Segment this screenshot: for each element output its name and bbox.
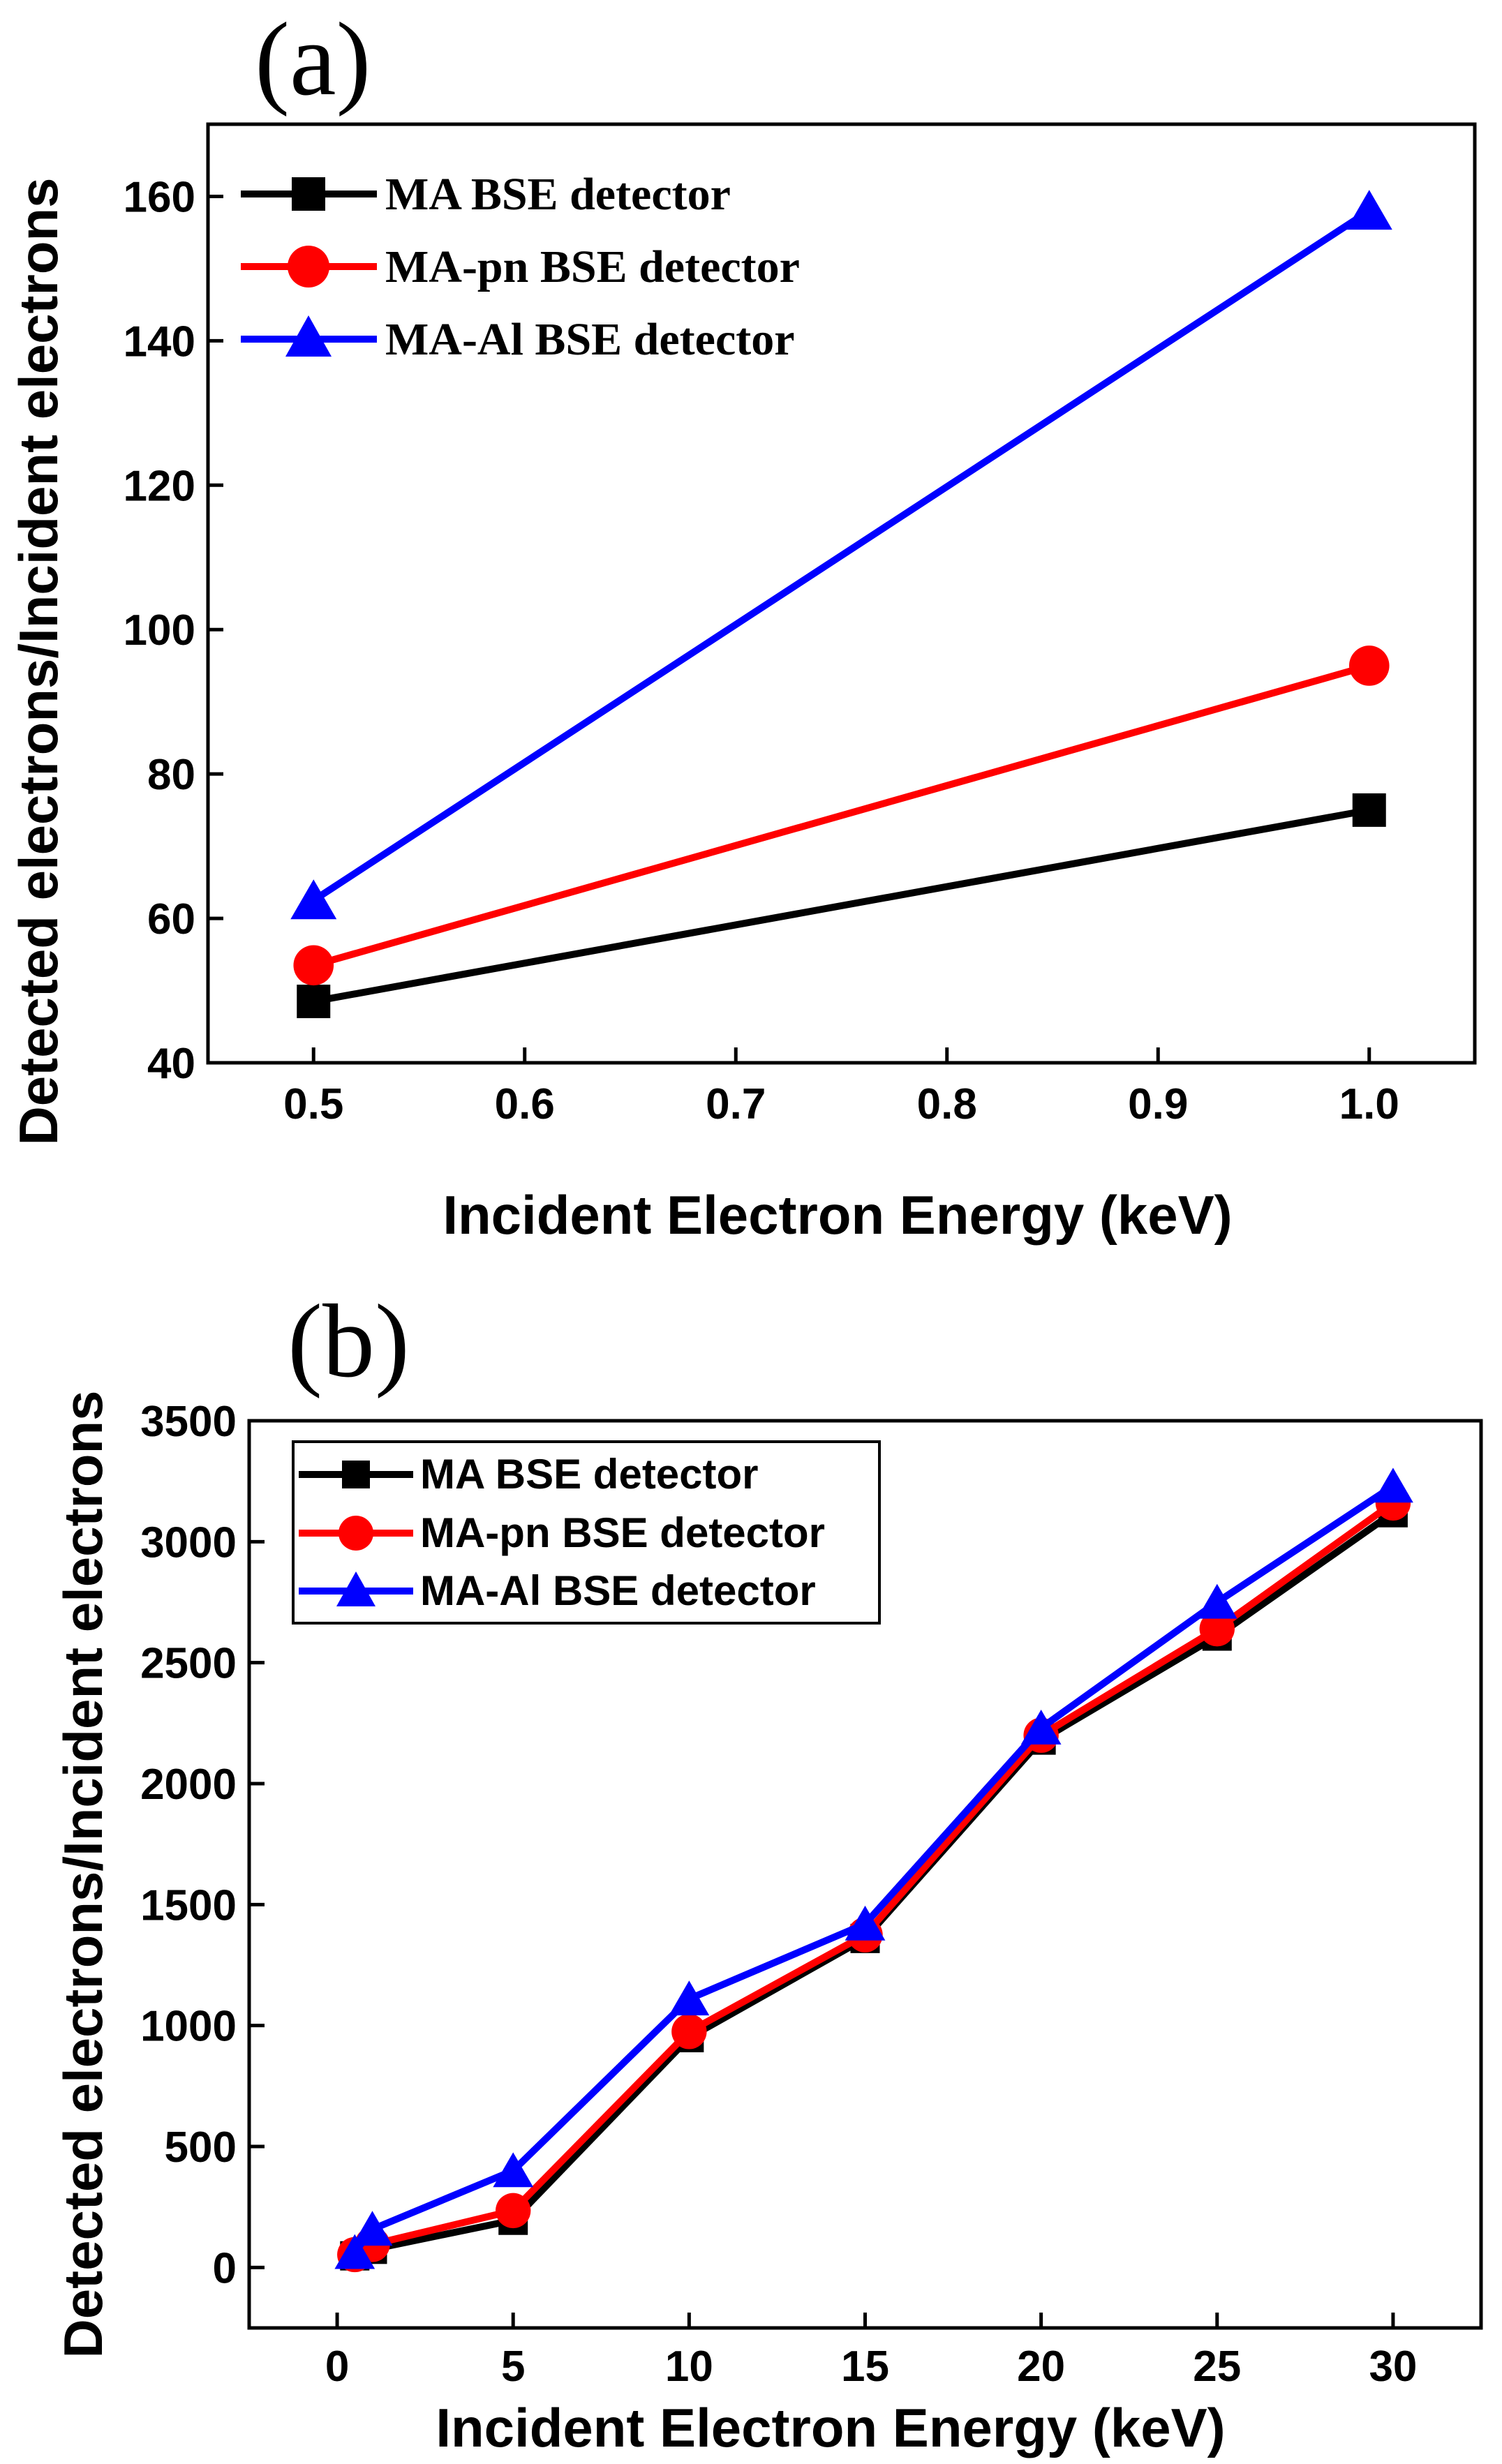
legend-a-marker-2 [285,315,332,357]
data-point [1020,1710,1062,1745]
x-ticks-b: 0 5 10 15 20 25 30 [325,2313,1417,2391]
y-tick-label: 40 [147,1040,195,1088]
y-axis-title-a: Detected electrons/Incident electrons [8,177,69,1145]
x-tick-label: 10 [665,2343,713,2391]
y-tick-label: 3000 [140,1518,237,1567]
data-point [1348,645,1390,686]
legend-b-item-1: MA-pn BSE detector [299,1509,825,1556]
y-tick-label: 140 [124,318,195,366]
legend-a: MA BSE detector MA-pn BSE detector MA-Al… [241,169,800,365]
y-tick-label: 120 [124,462,195,510]
data-point [496,2193,531,2229]
x-tick-label: 25 [1193,2343,1241,2391]
y-tick-label: 500 [165,2123,237,2172]
legend-a-item-1: MA-pn BSE detector [241,241,800,292]
y-tick-label: 2500 [140,1640,237,1688]
y-tick-label: 0 [213,2244,237,2292]
data-point [352,2211,393,2246]
x-axis-title-a: Incident Electron Energy (keV) [443,1184,1232,1246]
legend-b: MA BSE detector MA-pn BSE detector MA-Al… [292,1440,881,1625]
data-point [1199,1611,1235,1647]
data-point [290,879,337,920]
series-ma-bse-detector [297,793,1386,1019]
series-ma-al-bse-detector [334,1468,1413,2269]
chart-panel-b: (b) 0 5 10 15 20 25 30 0 500 1000 1500 2000 2500 300… [52,1283,1483,2458]
chart-panel-a: (a) 0.5 0.6 0.7 0.8 0.9 1.0 40 60 80 100 120 140 16… [8,1,1477,1246]
data-point [293,945,334,986]
data-point [334,2234,376,2269]
x-tick-label: 20 [1017,2343,1065,2391]
series-ma-pn-bse-detector [293,645,1390,986]
y-tick-label: 1000 [140,2003,237,2051]
data-point [1346,190,1392,230]
legend-b-marker-0 [342,1461,370,1488]
x-tick-label: 0.6 [495,1080,555,1128]
data-point [493,2152,534,2188]
legend-a-marker-1 [288,246,329,288]
x-tick-label: 0.9 [1128,1080,1188,1128]
y-tick-label: 80 [147,751,195,799]
x-tick-label: 0.8 [917,1080,977,1128]
legend-a-label-1: MA-pn BSE detector [385,241,800,292]
x-tick-label: 1.0 [1339,1080,1399,1128]
legend-b-label-1: MA-pn BSE detector [420,1509,825,1556]
y-ticks-a: 40 60 80 100 120 140 160 [124,173,223,1088]
y-tick-label: 100 [124,606,195,655]
x-tick-label: 15 [841,2343,889,2391]
legend-b-item-0: MA BSE detector [299,1451,759,1498]
data-point [297,985,331,1019]
legend-b-marker-1 [339,1516,373,1551]
data-point [1373,1468,1413,1503]
series-line [312,662,1371,969]
y-tick-label: 3500 [140,1398,237,1446]
y-tick-label: 160 [124,173,195,221]
legend-b-label-2: MA-Al BSE detector [420,1567,816,1614]
series-a [290,190,1392,1019]
x-axis-title-b: Incident Electron Energy (keV) [436,2397,1225,2458]
data-point [669,1980,710,2016]
data-point [1196,1583,1237,1619]
x-tick-label: 0.5 [283,1080,343,1128]
y-ticks-b: 0 500 1000 1500 2000 2500 3000 3500 [140,1398,265,2292]
series-line [313,806,1370,1005]
data-point [671,2014,707,2049]
y-axis-title-b: Detected electrons/Incident electrons [52,1390,114,2358]
series-line [352,1483,1395,2255]
panel-label-b: (b) [288,1283,410,1399]
series-line [353,1509,1395,2260]
x-tick-label: 5 [501,2343,525,2391]
data-point [845,1905,886,1941]
legend-a-item-0: MA BSE detector [241,169,731,220]
plot-frame-a [206,122,1477,1065]
series-line [352,1500,1395,2258]
legend-a-marker-0 [292,177,325,211]
legend-a-item-2: MA-Al BSE detector [241,314,795,365]
data-point [1352,793,1386,827]
legend-b-item-2: MA-Al BSE detector [299,1567,816,1614]
y-tick-label: 60 [147,895,195,943]
x-ticks-a: 0.5 0.6 0.7 0.8 0.9 1.0 [283,1047,1399,1128]
legend-a-label-2: MA-Al BSE detector [385,314,795,365]
x-tick-label: 30 [1369,2343,1417,2391]
legend-b-label-0: MA BSE detector [420,1451,759,1498]
legend-b-marker-2 [336,1571,376,1606]
series-line [311,207,1371,904]
y-tick-label: 1500 [140,1881,237,1929]
x-tick-label: 0.7 [706,1080,766,1128]
y-tick-label: 2000 [140,1761,237,1809]
panel-label-a: (a) [255,1,371,117]
series-ma-al-bse-detector [290,190,1392,920]
series-b [334,1468,1413,2273]
x-tick-label: 0 [325,2343,349,2391]
legend-a-label-0: MA BSE detector [385,169,731,220]
